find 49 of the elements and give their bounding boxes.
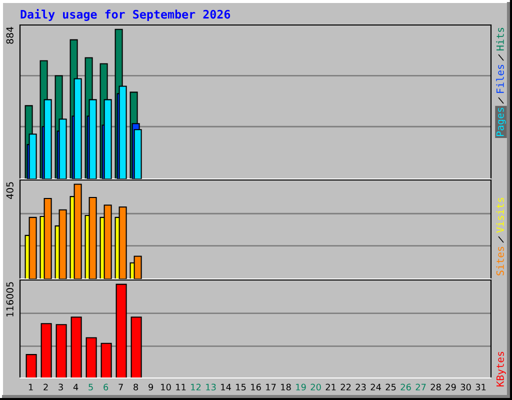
bar [86, 337, 97, 378]
text: 116005 [6, 282, 14, 316]
legend-label: Sites [496, 246, 504, 276]
x-tick-label: 22 [340, 384, 351, 390]
x-tick-label: 28 [430, 384, 441, 390]
bar [56, 324, 67, 378]
x-tick-label: 20 [310, 384, 321, 390]
x-tick-label: 24 [370, 384, 381, 390]
x-tick-label: 3 [58, 384, 63, 390]
x-tick-label: 5 [88, 384, 93, 390]
text: 884 [6, 26, 14, 44]
bar [26, 354, 37, 378]
legend-label: Files [496, 64, 504, 93]
legend-label: Pages [496, 108, 506, 136]
x-tick-label: 21 [326, 384, 336, 390]
x-tick-label: 10 [161, 384, 171, 390]
x-tick-label: 27 [416, 384, 426, 390]
x-tick-label: 18 [281, 384, 291, 390]
x-tick-label: 11 [176, 384, 186, 390]
x-tick-label: 19 [296, 384, 306, 390]
x-tick-label: 13 [206, 384, 216, 390]
x-tick-label: 4 [73, 384, 78, 390]
x-tick-label: 15 [236, 384, 246, 390]
x-tick-label: 29 [446, 384, 456, 390]
bar [116, 284, 127, 378]
x-tick-label: 17 [266, 384, 276, 390]
text: KBytes [496, 352, 506, 386]
x-tick-label: 9 [148, 384, 154, 390]
bar [130, 316, 142, 378]
x-tick-label: 31 [476, 384, 486, 390]
x-tick-label: 2 [44, 384, 48, 390]
bar [100, 342, 112, 378]
x-tick-label: 7 [118, 384, 123, 390]
x-tick-label: 14 [221, 384, 231, 390]
x-tick-label: 6 [104, 384, 108, 390]
x-tick-label: 23 [356, 384, 366, 390]
x-tick-label: 25 [386, 384, 396, 390]
x-tick-label: 26 [400, 384, 411, 390]
text: Visits [496, 198, 504, 233]
x-tick-label: 8 [134, 384, 138, 390]
chart-title: Daily usage for September 2026 [20, 9, 230, 21]
bar [70, 316, 82, 378]
x-tick-label: 1 [28, 384, 33, 390]
text: Hits [496, 28, 504, 50]
x-tick-label: 30 [460, 384, 471, 390]
x-tick-label: 12 [191, 384, 201, 390]
bar [40, 323, 52, 378]
x-tick-label: 16 [251, 384, 261, 390]
text: 405 [6, 182, 14, 199]
